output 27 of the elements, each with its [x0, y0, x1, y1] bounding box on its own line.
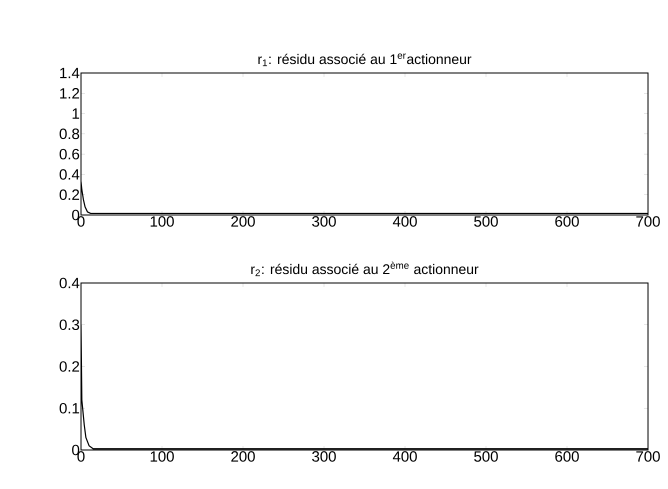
x-tick-label: 300 [312, 216, 336, 227]
x-tick-label: 100 [150, 451, 174, 462]
x-tick-label: 600 [555, 216, 579, 227]
y-tick-label: 0.6 [60, 148, 80, 160]
x-tick-label: 500 [474, 216, 498, 227]
y-tick-label: 0.1 [60, 402, 80, 414]
x-tick-label: 400 [392, 451, 417, 462]
x-tick-label: 700 [636, 451, 660, 462]
x-tick-label: 500 [474, 451, 498, 462]
y-tick-label: 0.4 [60, 278, 80, 288]
x-tick-label: 300 [312, 451, 336, 462]
y-tick-label: 1.2 [60, 88, 80, 98]
x-tick-label: 700 [636, 216, 660, 227]
x-tick-label: 200 [231, 216, 255, 227]
y-tick-label: 0.4 [60, 169, 80, 180]
x-tick-label: 400 [392, 216, 417, 227]
chart-title: r$_{2}$: résidu associé au 2$^{ème}$ actionneur [251, 262, 478, 276]
y-tick-label: 0.8 [60, 128, 80, 140]
chart-title: r$_{1}$: résidu associé au 1$^{er}$actionneur [258, 54, 472, 66]
y-tick-label: 1 [72, 108, 80, 119]
x-tick-label: 600 [555, 451, 579, 462]
y-tick-label: 0.2 [60, 189, 80, 200]
x-tick-label: 100 [150, 216, 174, 227]
y-tick-label: 0.3 [60, 319, 80, 330]
y-tick-label: 0.2 [60, 361, 80, 372]
x-tick-label: 200 [231, 451, 255, 462]
y-tick-label: 1.4 [60, 68, 80, 78]
